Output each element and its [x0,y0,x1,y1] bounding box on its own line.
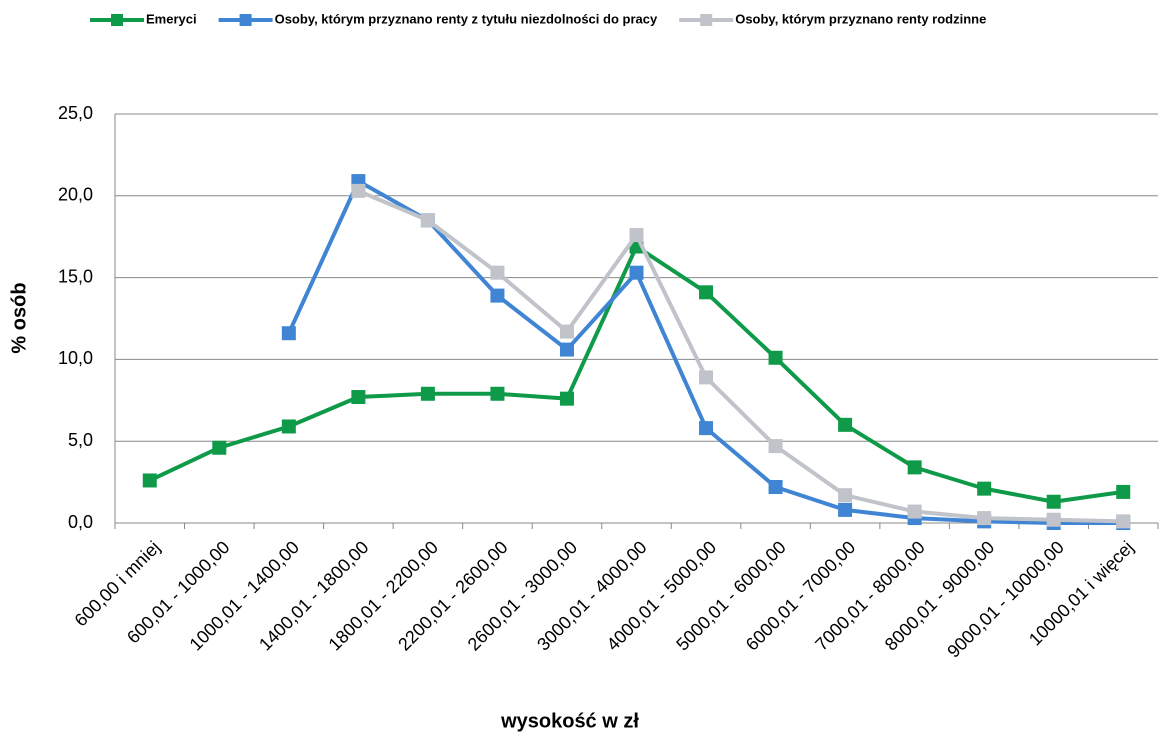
point-marker [281,419,296,434]
legend-label: Osoby, którym przyznano renty rodzinne [735,11,986,26]
point-marker [699,285,714,300]
legend-label: Emeryci [146,11,197,26]
point-marker [768,439,783,454]
y-tick-label: 20,0 [58,185,93,205]
point-marker [768,350,783,365]
point-marker [838,488,853,503]
point-marker [629,265,644,280]
legend-marker [111,14,123,26]
point-marker [559,391,574,406]
point-marker [420,213,435,228]
point-marker [977,511,992,526]
point-marker [768,480,783,495]
point-marker [490,265,505,280]
point-marker [838,502,853,517]
point-marker [559,342,574,357]
legend-marker [700,14,713,26]
point-marker [351,390,366,405]
legend-label: Osoby, którym przyznano renty z tytułu n… [275,11,658,26]
legend-marker [239,14,252,26]
series-line [357,189,1124,524]
point-marker [1046,512,1061,527]
y-tick-label: 10,0 [58,348,93,368]
point-marker [977,481,992,496]
y-tick-label: 0,0 [68,512,93,532]
series-line [148,244,1124,504]
point-marker [281,326,296,341]
point-marker [420,386,435,401]
x-axis-label: wysokość w zł [500,710,639,732]
point-marker [142,473,157,488]
point-marker [490,288,505,303]
point-marker [490,386,505,401]
y-tick-label: 5,0 [68,430,93,450]
y-tick-label: 25,0 [58,103,93,123]
point-marker [212,440,227,455]
point-marker [1046,494,1061,509]
series-line [287,179,1124,525]
point-marker [699,370,714,385]
y-tick-label: 15,0 [58,266,93,286]
y-axis-label: % osób [8,282,30,353]
point-marker [351,183,366,198]
point-marker [907,460,922,475]
point-marker [907,504,922,519]
point-marker [1116,484,1131,499]
point-marker [838,417,853,432]
point-marker [1116,514,1131,529]
x-tick-label: 9000,01 - 10000,00 [943,537,1068,662]
point-marker [629,228,644,243]
point-marker [559,324,574,339]
point-marker [699,421,714,436]
